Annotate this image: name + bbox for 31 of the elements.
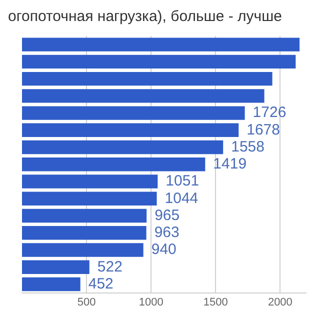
- bar: [22, 158, 206, 172]
- bar: [22, 208, 147, 223]
- chart-title: огопоточная нагрузка), больше - лучше: [8, 8, 282, 26]
- data-label: 965: [154, 206, 180, 224]
- data-label: 940: [151, 241, 176, 258]
- data-label: 963: [154, 224, 180, 242]
- x-tick-label: 1500: [203, 296, 228, 308]
- bar: [22, 140, 224, 154]
- data-label: 1558: [231, 138, 264, 156]
- bar: [22, 243, 144, 257]
- bar: [22, 174, 158, 188]
- bar: [22, 38, 300, 52]
- data-label: 452: [88, 275, 114, 292]
- bar: [22, 54, 296, 69]
- bar: [22, 106, 245, 120]
- bar: [22, 226, 146, 240]
- x-tick-label: 1000: [138, 296, 164, 308]
- bar: [22, 277, 80, 292]
- data-label: 1726: [252, 104, 286, 122]
- data-label: 1419: [213, 156, 247, 173]
- x-tick-label: 500: [77, 296, 96, 308]
- x-tick-label: 2000: [268, 296, 292, 308]
- bar: [22, 72, 272, 86]
- data-label: 1051: [166, 172, 200, 190]
- bar: [22, 260, 90, 274]
- data-label: 1678: [246, 121, 280, 138]
- data-label: 522: [97, 258, 122, 276]
- bar: [22, 89, 264, 103]
- data-label: 1044: [164, 190, 198, 207]
- bar: [22, 123, 239, 138]
- bar: [22, 192, 157, 206]
